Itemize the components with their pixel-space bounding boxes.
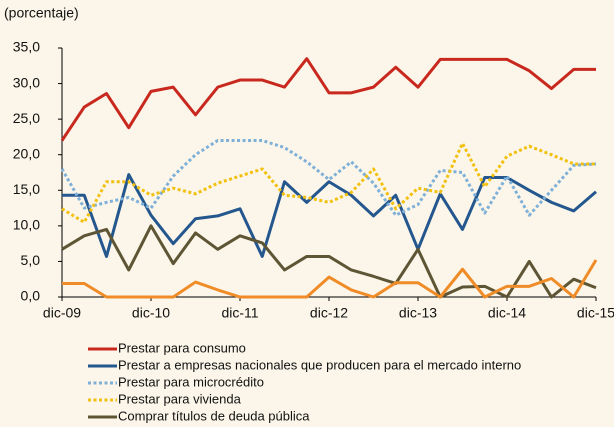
y-axis-label: (porcentaje): [4, 5, 79, 21]
x-tick-label: dic-14: [488, 305, 526, 321]
y-tick-label: 5,0: [21, 252, 41, 268]
y-tick-label: 35,0: [13, 39, 40, 55]
y-tick-label: 15,0: [13, 181, 40, 197]
legend-text: Prestar para vivienda: [118, 391, 242, 406]
series-line: [60, 57, 596, 142]
series-line: [61, 224, 597, 299]
y-tick-label: 30,0: [13, 74, 40, 90]
series-line: [62, 259, 598, 299]
y-tick-label: 20,0: [13, 145, 40, 161]
y-tick-label: 0,0: [21, 288, 41, 304]
y-tick-label: 25,0: [13, 110, 40, 126]
legend-text: Comprar títulos de deuda pública: [118, 408, 310, 423]
legend-text: Prestar a empresas nacionales que produc…: [118, 357, 521, 372]
x-tick-label: dic-10: [132, 305, 170, 321]
x-tick-label: dic-12: [310, 305, 348, 321]
x-tick-label: dic-11: [221, 305, 258, 321]
x-tick-label: dic-09: [43, 305, 81, 321]
legend-text: Prestar para consumo: [118, 340, 246, 355]
legend-text: Prestar para microcrédito: [118, 374, 264, 389]
x-tick-label: dic-15: [577, 305, 614, 321]
x-tick-label: dic-13: [399, 305, 437, 321]
y-tick-label: 10,0: [13, 217, 40, 233]
